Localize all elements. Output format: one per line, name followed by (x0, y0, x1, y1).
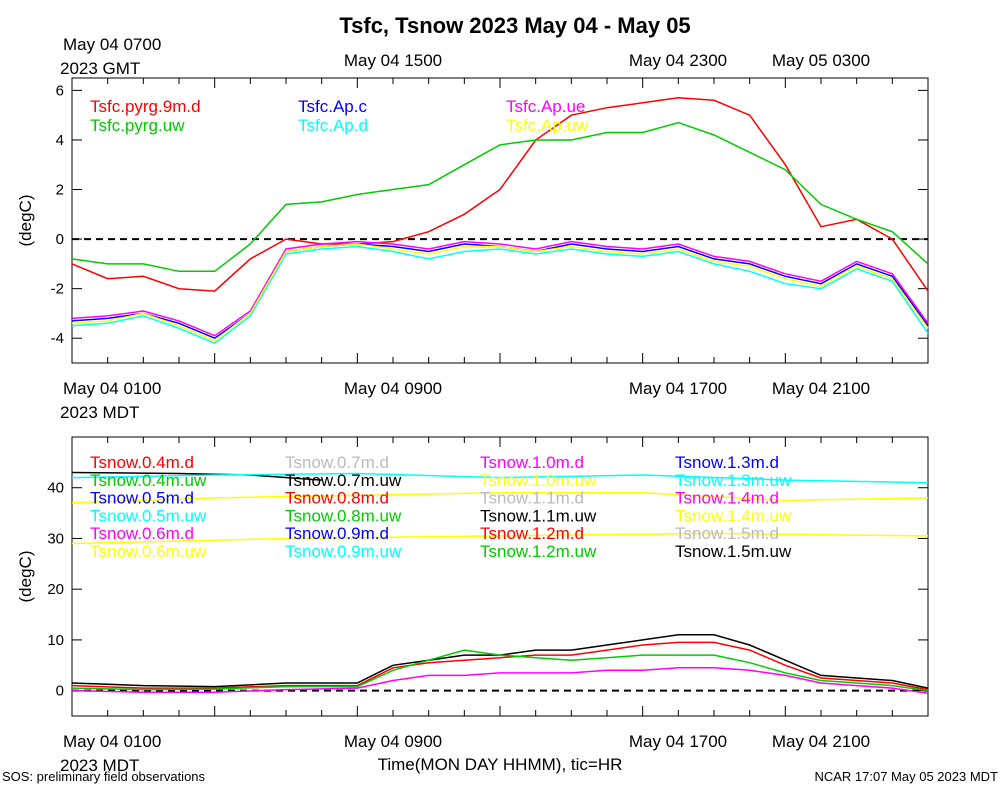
tsnow-ytick-label: 40 (47, 480, 64, 497)
tsnow-legend-tsnow-1-1m-uw: Tsnow.1.1m.uw (480, 506, 597, 525)
tsnow-ytick-label: 20 (47, 581, 64, 598)
tsfc-legend-tsfc-ap-ue: Tsfc.Ap.ue (506, 97, 585, 116)
tsnow-legend-tsnow-1-5m-uw: Tsnow.1.5m.uw (675, 542, 792, 561)
bottom-mdt-label-4: May 04 2100 (772, 732, 870, 751)
tsnow-legend-tsnow-0-5m-uw: Tsnow.0.5m.uw (90, 506, 207, 525)
top-gmt-label-1: May 04 0700 (63, 35, 161, 54)
tsnow-series-tsnow-0-4m-d (71, 641, 929, 691)
chart-title: Tsfc, Tsnow 2023 May 04 - May 05 (339, 13, 690, 38)
tsnow-legend-tsnow-0-9m-uw: Tsnow.0.9m.uw (285, 542, 402, 561)
tsnow-legend-tsnow-0-4m-uw: Tsnow.0.4m.uw (90, 471, 207, 490)
tsfc-legend-tsfc-pyrg-9m-d: Tsfc.pyrg.9m.d (90, 97, 201, 116)
tsnow-legend-tsnow-1-3m-d: Tsnow.1.3m.d (675, 453, 779, 472)
panel-tsfc: 6 4 2 0 -2 -4 (degC) Tsfc.pyrg.9m.dTsfc.pyrg.uw… (16, 77, 929, 364)
panel-tsnow: 40 30 20 10 0 (degC) Tsnow.0.4m.dTsnow.0.4m.uw… (16, 436, 929, 717)
tsnow-ytick-label: 0 (56, 683, 64, 700)
tsfc-series-tsfc-ap-uw (71, 243, 929, 342)
tsfc-legend-tsfc-ap-c: Tsfc.Ap.c (298, 97, 367, 116)
top-gmt-label-2: May 04 1500 (344, 51, 442, 70)
tsnow-series-tsnow-1-1m-uw (71, 634, 929, 689)
tsfc-ytick-label: 0 (56, 231, 64, 248)
tsnow-legend-tsnow-1-4m-uw: Tsnow.1.4m.uw (675, 506, 792, 525)
tsnow-series-tsnow-0-7m-uw (71, 471, 322, 481)
tsnow-series-tsnow-1-3m-uw (71, 472, 929, 484)
tsnow-legend-tsnow-0-9m-d: Tsnow.0.9m.d (285, 524, 389, 543)
mid-mdt-label-1b: 2023 MDT (60, 403, 139, 422)
tsnow-legend-tsnow-0-5m-d: Tsnow.0.5m.d (90, 489, 194, 508)
top-gmt-label-1b: 2023 GMT (60, 59, 140, 78)
tsnow-legend-tsnow-1-5m-d: Tsnow.1.5m.d (675, 524, 779, 543)
x-axis-label: Time(MON DAY HHMM), tic=HR (378, 755, 623, 774)
mid-mdt-label-3: May 04 1700 (629, 379, 727, 398)
tsnow-legend-tsnow-0-8m-uw: Tsnow.0.8m.uw (285, 506, 402, 525)
tsfc-legend-tsfc-ap-d: Tsfc.Ap.d (298, 116, 368, 135)
tsfc-series-tsfc-pyrg-uw (71, 121, 929, 273)
tsnow-legend-tsnow-0-4m-d: Tsnow.0.4m.d (90, 453, 194, 472)
top-gmt-label-3: May 04 2300 (629, 51, 727, 70)
mid-mdt-label-4: May 04 2100 (772, 379, 870, 398)
tsnow-legend-tsnow-0-6m-d: Tsnow.0.6m.d (90, 524, 194, 543)
tsfc-ytick-label: 4 (56, 132, 64, 149)
tsfc-ytick-label: -4 (51, 330, 64, 347)
top-gmt-label-4: May 05 0300 (772, 51, 870, 70)
tsfc-ytick-label: 2 (56, 182, 64, 199)
bottom-mdt-label-1b: 2023 MDT (60, 756, 139, 775)
tsnow-ytick-label: 30 (47, 530, 64, 547)
tsnow-series-tsnow-1-4m-uw (71, 492, 929, 504)
tsnow-legend-tsnow-0-6m-uw: Tsnow.0.6m.uw (90, 542, 207, 561)
tsnow-legend-tsnow-1-1m-d: Tsnow.1.1m.d (480, 489, 584, 508)
tsnow-series-tsnow-0-6m-uw (71, 532, 929, 545)
bottom-mdt-label-3: May 04 1700 (629, 732, 727, 751)
tsnow-legend-tsnow-1-0m-uw: Tsnow.1.0m.uw (480, 471, 597, 490)
footer-left: SOS: preliminary field observations (2, 769, 206, 784)
tsnow-legend-tsnow-0-7m-d: Tsnow.0.7m.d (285, 453, 389, 472)
tsfc-legend-tsfc-ap-uw: Tsfc.Ap.uw (506, 116, 589, 135)
bottom-mdt-label-2: May 04 0900 (344, 732, 442, 751)
tsnow-legend-tsnow-1-2m-d: Tsnow.1.2m.d (480, 524, 584, 543)
tsnow-series-tsnow-1-0m-d (71, 667, 929, 694)
tsfc-legend-tsfc-pyrg-uw: Tsfc.pyrg.uw (90, 116, 185, 135)
mid-mdt-label-1: May 04 0100 (63, 379, 161, 398)
tsfc-ytick-label: -2 (51, 281, 64, 298)
tsnow-ytick-label: 10 (47, 632, 64, 649)
tsnow-legend-tsnow-1-4m-d: Tsnow.1.4m.d (675, 489, 779, 508)
tsnow-legend-tsnow-1-2m-uw: Tsnow.1.2m.uw (480, 542, 597, 561)
tsnow-legend-tsnow-0-7m-uw: Tsnow.0.7m.uw (285, 471, 402, 490)
mid-mdt-label-2: May 04 0900 (344, 379, 442, 398)
tsnow-legend-tsnow-0-8m-d: Tsnow.0.8m.d (285, 489, 389, 508)
tsfc-series-tsfc-ap-d (71, 245, 929, 345)
tsfc-series-tsfc-ap-c (71, 243, 929, 340)
tsnow-legend-tsnow-1-0m-d: Tsnow.1.0m.d (480, 453, 584, 472)
bottom-mdt-label-1: May 04 0100 (63, 732, 161, 751)
footer-right: NCAR 17:07 May 05 2023 MDT (814, 769, 998, 784)
tsnow-ylabel: (degC) (16, 551, 35, 603)
tsfc-frame (71, 77, 929, 364)
tsfc-series-tsfc-pyrg-9m-d (71, 97, 929, 292)
tsfc-ylabel: (degC) (16, 195, 35, 247)
tsnow-legend-tsnow-1-3m-uw: Tsnow.1.3m.uw (675, 471, 792, 490)
tsfc-series-tsfc-ap-ue (71, 240, 929, 337)
tsnow-series-tsnow-0-4m-uw (71, 649, 929, 692)
tsfc-ytick-label: 6 (56, 82, 64, 99)
